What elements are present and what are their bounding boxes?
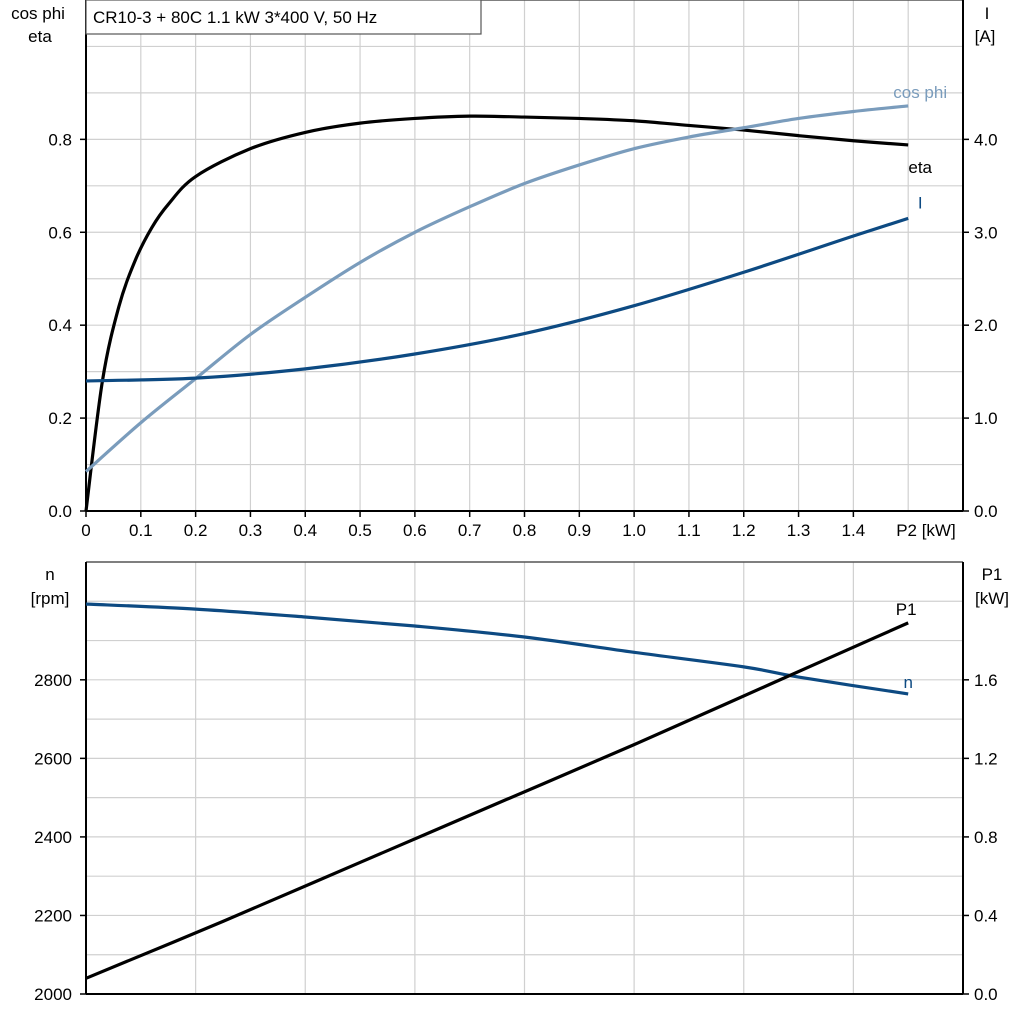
x-tick-label: 1.4 <box>842 521 866 540</box>
left-axis-label-2: [rpm] <box>31 589 70 608</box>
panel-speed-power: 2000 2200 2400 2600 2800 0.0 0.4 0.8 1.2 1.6 n [rpm… <box>31 561 1009 1004</box>
right-tick-label: 0.4 <box>974 906 998 925</box>
series-label-cos-phi: cos phi <box>893 83 947 102</box>
right-axis-label-2: [kW] <box>975 589 1009 608</box>
x-tick-label: 0 <box>81 521 90 540</box>
panel-efficiency: 0.0 0.2 0.4 0.6 0.8 0.0 1.0 2.0 3.0 4.0 cos phi eta… <box>11 0 998 540</box>
right-tick-label: 2.0 <box>974 316 998 335</box>
right-tick-label: 0.8 <box>974 828 998 847</box>
left-tick-label: 0.4 <box>48 316 72 335</box>
chart-title-box: CR10-3 + 80C 1.1 kW 3*400 V, 50 Hz <box>85 0 482 35</box>
x-tick-label: 0.1 <box>129 521 153 540</box>
left-tick-label: 2600 <box>34 749 72 768</box>
right-tick-label: 1.0 <box>974 409 998 428</box>
x-axis-label: P2 [kW] <box>896 521 956 540</box>
right-axis-label-2: [A] <box>975 27 996 46</box>
left-tick-label: 2400 <box>34 828 72 847</box>
left-tick-label: 2800 <box>34 671 72 690</box>
left-tick-label: 0.2 <box>48 409 72 428</box>
x-tick-label: 0.9 <box>567 521 591 540</box>
series-line-eta <box>84 114 909 512</box>
series-line-P1 <box>85 621 909 980</box>
left-tick-label: 0.0 <box>48 502 72 521</box>
series-label-P1: P1 <box>896 600 917 619</box>
x-tick-label: 0.4 <box>293 521 317 540</box>
left-tick-label: 2000 <box>34 985 72 1004</box>
x-tick-label: 0.7 <box>458 521 482 540</box>
right-tick-label: 0.0 <box>974 985 998 1004</box>
left-axis-label: n <box>45 565 54 584</box>
left-axis-label: cos phi <box>11 4 65 23</box>
x-tick-label: 1.2 <box>732 521 756 540</box>
left-axis-label-2: eta <box>28 27 52 46</box>
x-tick-label: 1.1 <box>677 521 701 540</box>
series-line-cos-phi <box>84 104 909 473</box>
left-tick-label: 0.8 <box>48 130 72 149</box>
series-label-eta: eta <box>908 158 932 177</box>
x-tick-label: 0.6 <box>403 521 427 540</box>
right-tick-label: 3.0 <box>974 223 998 242</box>
x-tick-label: 1.3 <box>787 521 811 540</box>
x-tick-label: 0.2 <box>184 521 208 540</box>
title-box-frame <box>85 0 482 35</box>
series-line-n <box>85 602 909 696</box>
right-tick-label: 0.0 <box>974 502 998 521</box>
series-label-I: I <box>918 193 923 212</box>
x-tick-label: 0.8 <box>513 521 537 540</box>
x-tick-label: 0.5 <box>348 521 372 540</box>
right-tick-label: 1.6 <box>974 671 998 690</box>
chart-title: CR10-3 + 80C 1.1 kW 3*400 V, 50 Hz <box>93 8 377 27</box>
right-axis-label: P1 <box>982 565 1003 584</box>
x-tick-label: 1.0 <box>622 521 646 540</box>
right-tick-label: 1.2 <box>974 749 998 768</box>
right-tick-label: 4.0 <box>974 130 998 149</box>
left-tick-label: 0.6 <box>48 223 72 242</box>
right-axis-label: I <box>985 4 990 23</box>
series-label-n: n <box>903 673 912 692</box>
series-line-I <box>85 216 909 383</box>
x-tick-label: 0.3 <box>239 521 263 540</box>
left-tick-label: 2200 <box>34 906 72 925</box>
